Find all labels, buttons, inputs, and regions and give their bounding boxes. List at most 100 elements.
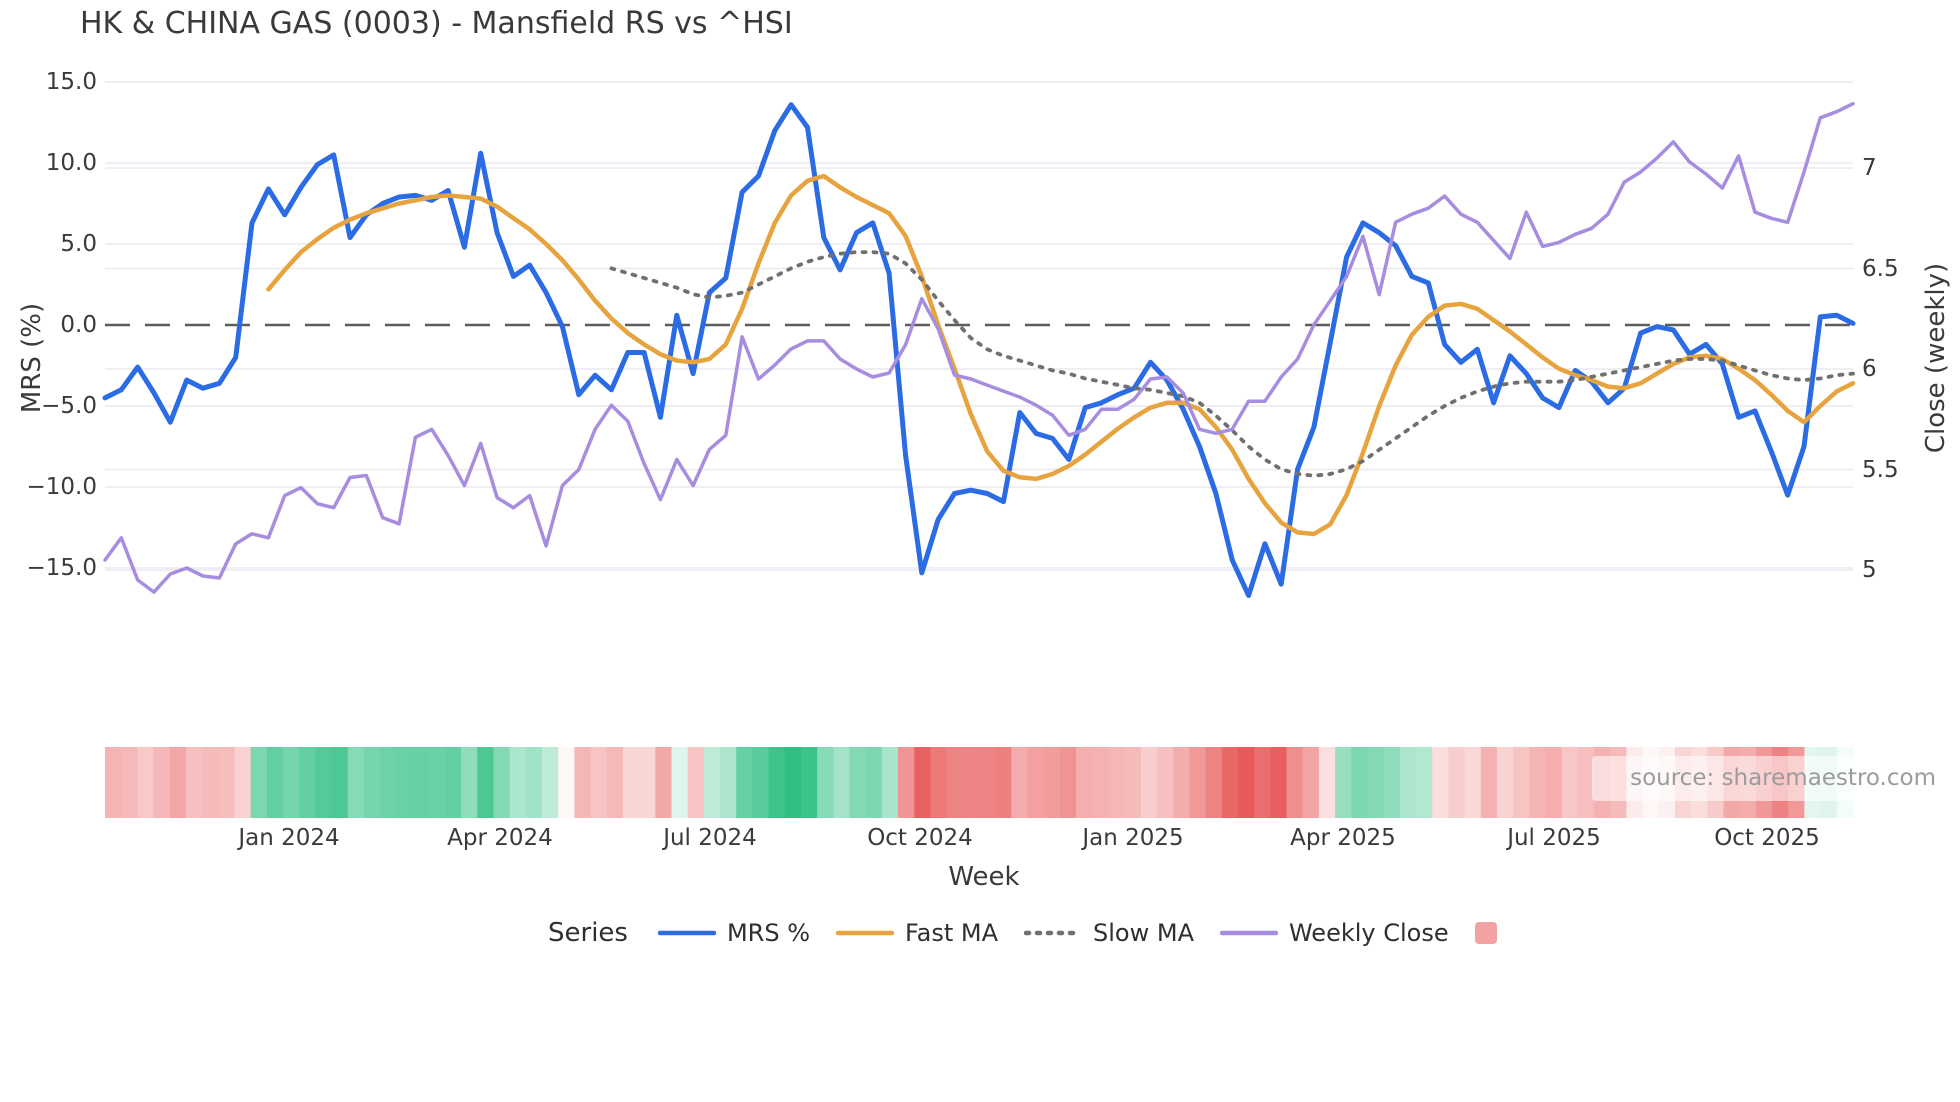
x-tick-label: Oct 2025 bbox=[1714, 825, 1820, 851]
x-tick-label: Jan 2024 bbox=[238, 825, 340, 851]
heatmap-cell bbox=[542, 747, 559, 818]
legend-swatch-line bbox=[1024, 930, 1083, 936]
heatmap-cell bbox=[1480, 747, 1498, 818]
chart-title: HK & CHINA GAS (0003) - Mansfield RS vs … bbox=[80, 6, 793, 41]
series-line-mrs- bbox=[102, 102, 1856, 598]
legend-item-label: Slow MA bbox=[1093, 919, 1194, 947]
heatmap-cell bbox=[1399, 747, 1417, 818]
legend-item-slow-ma: Slow MA bbox=[1024, 919, 1194, 947]
series-line-fast-ma bbox=[266, 173, 1856, 537]
heatmap-cell bbox=[1189, 747, 1207, 818]
left-tick-label: 15.0 bbox=[45, 69, 97, 95]
heatmap-cell bbox=[995, 747, 1012, 818]
x-tick-label: Apr 2025 bbox=[1290, 825, 1396, 851]
heatmap-cell bbox=[800, 747, 818, 818]
heatmap-cell bbox=[768, 747, 786, 818]
heatmap-cell bbox=[121, 747, 138, 818]
heatmap-cell bbox=[1513, 747, 1530, 818]
heatmap-cell bbox=[185, 747, 203, 818]
heatmap-cell bbox=[1043, 747, 1061, 818]
heatmap-cell bbox=[622, 747, 640, 818]
heatmap-cell bbox=[1011, 747, 1029, 818]
legend-item-label: Weekly Close bbox=[1288, 919, 1449, 947]
heatmap-cell bbox=[703, 747, 721, 818]
heatmap-cell bbox=[962, 747, 980, 818]
heatmap-cell bbox=[1076, 747, 1093, 818]
legend-item-label: Fast MA bbox=[905, 919, 999, 947]
heatmap-cell bbox=[881, 747, 899, 818]
right-tick-label: 6.5 bbox=[1862, 256, 1899, 282]
heatmap-cell bbox=[817, 747, 834, 818]
heatmap-cell bbox=[1108, 747, 1126, 818]
heatmap-cell bbox=[1157, 747, 1174, 818]
x-tick-label: Apr 2024 bbox=[447, 825, 553, 851]
heatmap-cell bbox=[1286, 747, 1304, 818]
heatmap-cell bbox=[752, 747, 770, 818]
heatmap-cell bbox=[1416, 747, 1433, 818]
x-axis-title: Week bbox=[948, 862, 1020, 892]
heatmap-cell bbox=[1237, 747, 1255, 818]
left-tick-label: 0.0 bbox=[60, 312, 97, 338]
heatmap-cell bbox=[444, 747, 462, 818]
heatmap-cell bbox=[250, 747, 268, 818]
heatmap-cell bbox=[914, 747, 932, 818]
heatmap-cell bbox=[1124, 747, 1142, 818]
legend-swatch-line bbox=[1219, 930, 1278, 936]
heatmap-cell bbox=[1318, 747, 1336, 818]
heatmap-cell bbox=[1383, 747, 1401, 818]
heatmap-cell bbox=[687, 747, 705, 818]
right-tick-label: 5.5 bbox=[1862, 457, 1899, 483]
heatmap-cell bbox=[1561, 747, 1579, 818]
heatmap-cell bbox=[574, 747, 592, 818]
heatmap-cell bbox=[525, 747, 543, 818]
heatmap-cell bbox=[1367, 747, 1385, 818]
heatmap-cell bbox=[979, 747, 996, 818]
heatmap-cell bbox=[283, 747, 300, 818]
heatmap-cell bbox=[720, 747, 737, 818]
x-tick-label: Jul 2024 bbox=[663, 825, 757, 851]
heatmap-cell bbox=[1270, 747, 1288, 818]
left-tick-label: 5.0 bbox=[60, 231, 97, 257]
heatmap-cell bbox=[1448, 747, 1466, 818]
left-tick-label: −5.0 bbox=[41, 393, 97, 419]
heatmap-cell bbox=[299, 747, 317, 818]
right-tick-label: 6 bbox=[1862, 356, 1877, 382]
left-tick-label: −10.0 bbox=[26, 474, 97, 500]
heatmap-cell bbox=[1529, 747, 1547, 818]
legend-items: MRS % Fast MA Slow MA Weekly Close bbox=[657, 919, 1497, 947]
left-axis-title: MRS (%) bbox=[17, 302, 47, 414]
heatmap-cell bbox=[1173, 747, 1191, 818]
legend-item-heatmap bbox=[1474, 922, 1497, 944]
legend-swatch-line bbox=[657, 930, 716, 936]
heatmap-cell bbox=[105, 747, 122, 818]
right-tick-label: 5 bbox=[1862, 557, 1877, 583]
x-tick-label: Oct 2024 bbox=[867, 825, 973, 851]
heatmap-cell bbox=[1432, 747, 1449, 818]
heatmap-cell bbox=[169, 747, 187, 818]
heatmap-cell bbox=[946, 747, 964, 818]
right-tick-label: 7 bbox=[1862, 155, 1877, 181]
heatmap-cell bbox=[347, 747, 365, 818]
heatmap-cell bbox=[833, 747, 851, 818]
heatmap-cell bbox=[930, 747, 948, 818]
legend-swatch-square bbox=[1474, 922, 1497, 944]
heatmap-cell bbox=[153, 747, 171, 818]
heatmap-cell bbox=[331, 747, 349, 818]
heatmap-cell bbox=[1302, 747, 1320, 818]
legend: Series MRS % Fast MA Slow MA Weekly Close bbox=[548, 918, 1497, 948]
heatmap-cell bbox=[315, 747, 333, 818]
heatmap-cell bbox=[1496, 747, 1514, 818]
source-watermark: source: sharemaestro.com bbox=[1592, 756, 1944, 801]
heatmap-cell bbox=[461, 747, 478, 818]
heatmap-cell bbox=[655, 747, 673, 818]
heatmap-cell bbox=[396, 747, 414, 818]
left-tick-label: −15.0 bbox=[26, 555, 97, 581]
heatmap-cell bbox=[898, 747, 915, 818]
heatmap-cell bbox=[1464, 747, 1482, 818]
series-line-weekly-close bbox=[103, 101, 1855, 594]
heatmap-cell bbox=[1027, 747, 1045, 818]
heatmap-cell bbox=[509, 747, 527, 818]
legend-title: Series bbox=[548, 918, 628, 948]
x-tick-label: Jan 2025 bbox=[1082, 825, 1184, 851]
